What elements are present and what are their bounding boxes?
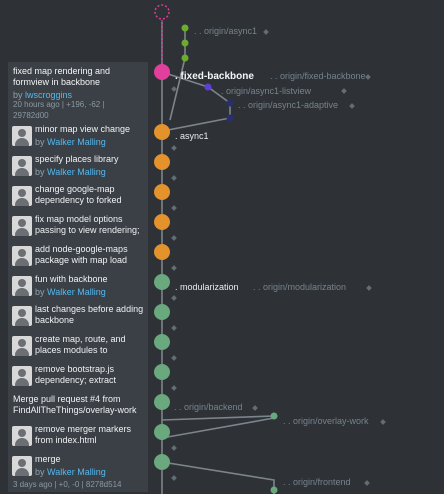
label-origin-modularization[interactable]: . . origin/modularization — [253, 282, 346, 292]
commit-author[interactable]: Walker Malling — [47, 467, 106, 477]
label-fixed-backbone[interactable]: . fixed-backbone — [175, 71, 254, 82]
avatar — [12, 456, 32, 476]
commit-node-listview[interactable] — [205, 84, 212, 91]
avatar — [12, 336, 32, 356]
commit-node-adaptive-1[interactable] — [227, 100, 234, 107]
label-origin-overlay-work[interactable]: . . origin/overlay-work — [283, 416, 369, 426]
avatar — [12, 246, 32, 266]
label-origin-backend[interactable]: . . origin/backend — [174, 402, 243, 412]
commit-message: last changes before adding backbone — [35, 304, 147, 326]
commit-message: remove bootstrap.js dependency; extract — [35, 364, 147, 386]
commit-node-green-4[interactable] — [154, 364, 170, 380]
commit-author[interactable]: Walker Malling — [47, 137, 106, 147]
commit-node-merge-pr[interactable] — [154, 394, 170, 410]
by-label: by — [13, 90, 23, 100]
avatar — [12, 216, 32, 236]
label-origin-fixed-backbone[interactable]: . . origin/fixed-backbone — [270, 71, 366, 81]
commit-author-line: by Walker Malling — [35, 137, 106, 147]
commit-message: remove merger markers from index.html — [35, 424, 147, 446]
commit-node-green-3[interactable] — [154, 334, 170, 350]
commit-message: create map, route, and places modules to — [35, 334, 147, 356]
commit-node-orange-2[interactable] — [154, 154, 170, 170]
commit-author[interactable]: Walker Malling — [47, 167, 106, 177]
commit-row[interactable]: specify places library by Walker Malling — [8, 152, 148, 182]
commit-meta-line1: 20 hours ago | +196, -62 | — [13, 100, 143, 110]
commit-message: minor map view change — [35, 124, 147, 135]
commit-row[interactable]: fix map model options passing to view re… — [8, 212, 148, 242]
commit-node-green-6[interactable] — [154, 424, 170, 440]
commit-author-line: by Walker Malling — [35, 167, 106, 177]
commit-message: fixed map rendering and formview in back… — [13, 66, 143, 88]
commit-message: change google-map dependency to forked — [35, 184, 147, 206]
by-label: by — [35, 467, 45, 477]
commit-node-modularization[interactable] — [154, 274, 170, 290]
commit-author-line: by Walker Malling — [35, 287, 106, 297]
avatar — [12, 276, 32, 296]
commit-row[interactable]: minor map view change by Walker Malling — [8, 122, 148, 152]
commit-author-line: by Walker Malling — [35, 467, 106, 477]
avatar — [12, 126, 32, 146]
commit-row-merge-pr[interactable]: Merge pull request #4 from FindAllTheThi… — [8, 392, 148, 422]
commit-node-lime-1[interactable] — [182, 25, 189, 32]
commit-node-lime-2[interactable] — [182, 40, 189, 47]
commit-node-orange-3[interactable] — [154, 184, 170, 200]
commit-panel: fixed map rendering and formview in back… — [8, 62, 148, 492]
commit-node-adaptive-2[interactable] — [227, 115, 234, 122]
label-origin-frontend[interactable]: . . origin/frontend — [283, 477, 351, 487]
commit-message: specify places library — [35, 154, 147, 165]
working-copy-node[interactable] — [155, 5, 169, 19]
commit-author-line: by lwscroggins — [13, 90, 72, 100]
commit-node-overlay-work[interactable] — [271, 413, 278, 420]
commit-message: merge — [35, 454, 147, 465]
label-async1[interactable]: . async1 — [175, 131, 209, 141]
by-label: by — [35, 287, 45, 297]
commit-message: Merge pull request #4 from FindAllTheThi… — [13, 394, 145, 416]
commit-node-orange-4[interactable] — [154, 214, 170, 230]
commit-row[interactable]: fun with backbone by Walker Malling — [8, 272, 148, 302]
avatar — [12, 156, 32, 176]
label-origin-async1-adaptive[interactable]: . . origin/async1-adaptive — [238, 100, 338, 110]
commit-row[interactable]: create map, route, and places modules to — [8, 332, 148, 362]
commit-row[interactable]: change google-map dependency to forked — [8, 182, 148, 212]
by-label: by — [35, 167, 45, 177]
commit-node-lime-3[interactable] — [182, 55, 189, 62]
commit-row-top[interactable]: fixed map rendering and formview in back… — [8, 62, 148, 122]
avatar — [12, 426, 32, 446]
commit-message: add node-google-maps package with map lo… — [35, 244, 147, 266]
commit-node-orange-5[interactable] — [154, 244, 170, 260]
by-label: by — [35, 137, 45, 147]
commit-node-frontend[interactable] — [271, 487, 278, 494]
avatar — [12, 366, 32, 386]
commit-row[interactable]: remove bootstrap.js dependency; extract — [8, 362, 148, 392]
commit-node-green-2[interactable] — [154, 304, 170, 320]
commit-row[interactable]: remove merger markers from index.html — [8, 422, 148, 452]
commit-message: fix map model options passing to view re… — [35, 214, 147, 236]
commit-node-merge[interactable] — [154, 454, 170, 470]
label-origin-async1-listview[interactable]: . . origin/async1-listview — [216, 86, 311, 96]
commit-row[interactable]: add node-google-maps package with map lo… — [8, 242, 148, 272]
commit-meta: 3 days ago | +0, -0 | 8278d514 — [13, 480, 143, 490]
commit-author[interactable]: lwscroggins — [25, 90, 72, 100]
commit-row[interactable]: last changes before adding backbone — [8, 302, 148, 332]
commit-node-async1[interactable] — [154, 124, 170, 140]
commit-row-bottom[interactable]: merge by Walker Malling 3 days ago | +0,… — [8, 452, 148, 492]
commit-author[interactable]: Walker Malling — [47, 287, 106, 297]
label-origin-async1[interactable]: . . origin/async1 — [194, 26, 257, 36]
avatar — [12, 186, 32, 206]
commit-hash: 29782d00 — [13, 111, 143, 121]
avatar — [12, 306, 32, 326]
commit-node-fixed-backbone[interactable] — [154, 64, 170, 80]
commit-message: fun with backbone — [35, 274, 147, 285]
label-modularization[interactable]: . modularization — [175, 282, 239, 292]
